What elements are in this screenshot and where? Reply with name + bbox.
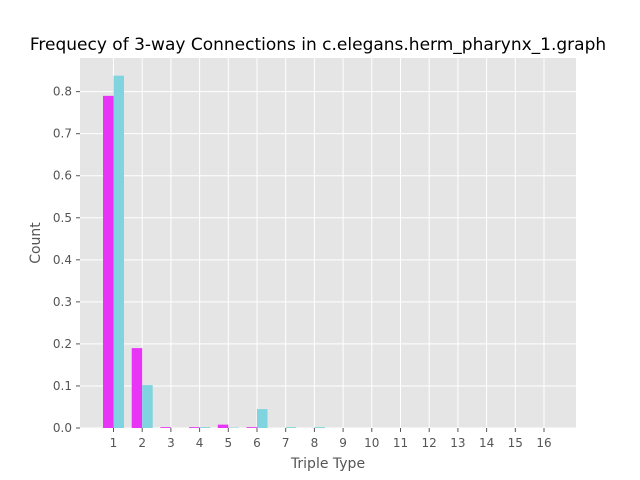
plot-background — [80, 58, 576, 428]
bar-series-cyan-8 — [314, 427, 325, 428]
bar-series-magenta-2 — [131, 348, 143, 428]
grid-lines — [80, 58, 576, 429]
bar-series-magenta-1 — [103, 95, 114, 428]
x-axis-ticks: 1 2 3 4 5 6 7 8 9 10 11 12 13 14 15 16 — [110, 428, 552, 450]
y-tick-label: 0.8 — [53, 85, 72, 99]
bar-series-cyan-1 — [113, 75, 124, 428]
y-tick-label: 0.6 — [53, 169, 72, 183]
y-tick-label: 0.2 — [53, 337, 72, 351]
x-tick-label: 15 — [508, 436, 523, 450]
x-tick-label: 8 — [311, 436, 319, 450]
bar-series-magenta-5 — [217, 424, 229, 428]
x-axis-label: Triple Type — [290, 456, 365, 472]
x-tick-label: 9 — [339, 436, 347, 450]
x-tick-label: 2 — [138, 436, 146, 450]
x-tick-label: 4 — [196, 436, 204, 450]
y-tick-label: 0.1 — [53, 379, 72, 393]
x-tick-label: 7 — [282, 436, 290, 450]
y-tick-label: 0.4 — [53, 253, 72, 267]
x-tick-label: 5 — [224, 436, 232, 450]
x-tick-label: 1 — [110, 436, 118, 450]
y-axis-ticks: 0.0 0.1 0.2 0.3 0.4 0.5 0.6 0.7 0.8 — [53, 85, 80, 435]
bar-series-cyan-2 — [142, 385, 153, 428]
x-tick-label: 3 — [167, 436, 175, 450]
x-tick-label: 13 — [450, 436, 465, 450]
y-tick-label: 0.3 — [53, 295, 72, 309]
chart-title: Frequecy of 3-way Connections in c.elega… — [30, 35, 606, 55]
x-tick-label: 11 — [393, 436, 408, 450]
bar-series-magenta-3 — [160, 427, 171, 428]
x-tick-label: 6 — [253, 436, 261, 450]
bar-series-magenta-4 — [189, 427, 200, 428]
bar-series-cyan-4 — [199, 427, 211, 428]
x-tick-label: 12 — [422, 436, 437, 450]
x-tick-label: 10 — [364, 436, 379, 450]
x-tick-label: 14 — [479, 436, 494, 450]
bar-series-cyan-7 — [285, 427, 297, 428]
bars — [103, 75, 325, 428]
y-axis-label: Count — [28, 222, 44, 264]
y-tick-label: 0.0 — [53, 421, 72, 435]
y-tick-label: 0.5 — [53, 211, 72, 225]
bar-series-cyan-6 — [257, 409, 268, 428]
x-tick-label: 16 — [536, 436, 551, 450]
y-tick-label: 0.7 — [53, 127, 72, 141]
bar-series-magenta-6 — [246, 427, 257, 428]
